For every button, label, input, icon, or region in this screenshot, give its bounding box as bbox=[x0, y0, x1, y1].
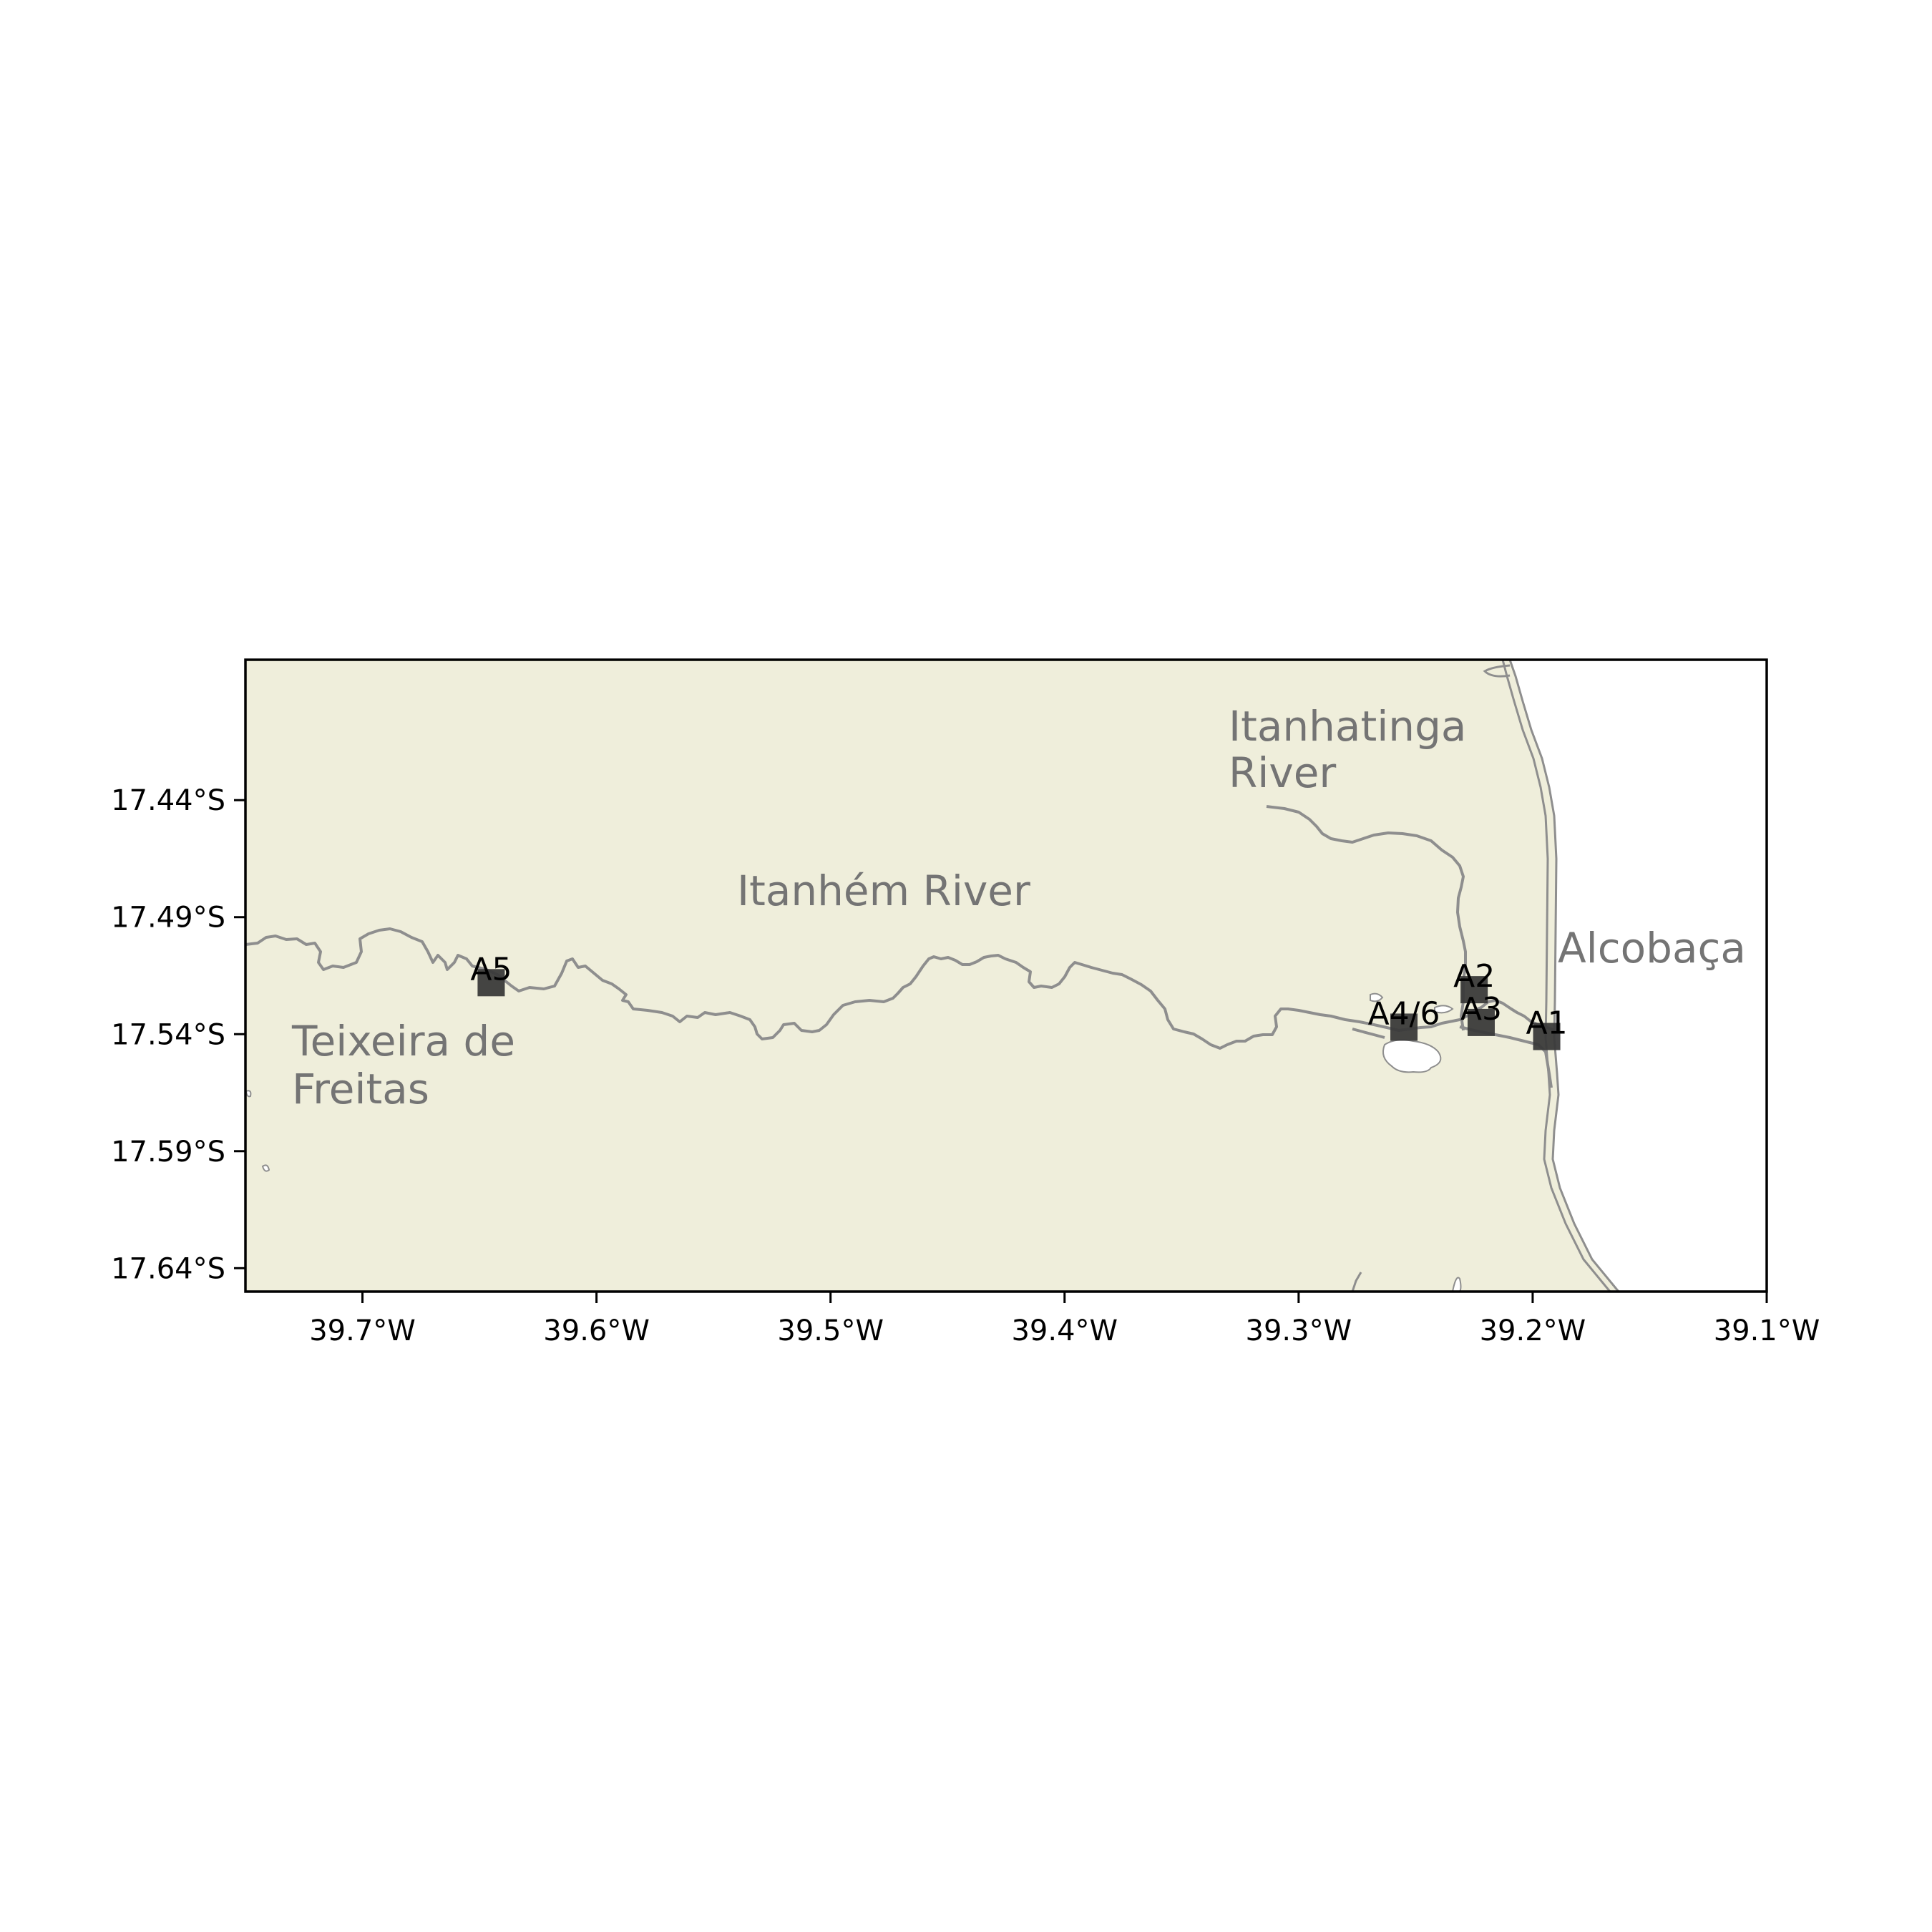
site-label: A1 bbox=[1526, 1005, 1568, 1042]
island-4 bbox=[261, 1164, 270, 1172]
y-tick-label: 17.49°S bbox=[111, 902, 225, 935]
x-tick-label: 39.7°W bbox=[309, 1314, 416, 1347]
coastline-inner bbox=[1501, 659, 1611, 1292]
coast-hook bbox=[1483, 664, 1511, 678]
island bbox=[1370, 992, 1384, 1002]
site-marker bbox=[1467, 1008, 1495, 1036]
sample-sites: A5 A2 A4/6 A3 A1 bbox=[470, 951, 1568, 1050]
x-tick-label: 39.5°W bbox=[777, 1314, 884, 1347]
site-marker bbox=[1390, 1013, 1418, 1041]
y-tick-label: 17.59°S bbox=[111, 1136, 225, 1169]
island-5 bbox=[245, 1090, 252, 1098]
itanhem-river bbox=[245, 927, 1555, 1050]
label-teixeira-de-freitas: Teixeira de bbox=[291, 1017, 515, 1065]
label-itanhatinga-river: Itanhatinga bbox=[1229, 702, 1466, 751]
label-itanhatinga-river-line2: River bbox=[1229, 748, 1336, 797]
x-tick-label: 39.2°W bbox=[1480, 1314, 1586, 1347]
site-marker bbox=[1533, 1023, 1561, 1050]
label-teixeira-de-freitas-line2: Freitas bbox=[292, 1065, 429, 1113]
x-tick-label: 39.6°W bbox=[543, 1314, 650, 1347]
site-marker bbox=[477, 969, 505, 997]
x-tick-label: 39.4°W bbox=[1011, 1314, 1118, 1347]
coastline bbox=[1508, 659, 1620, 1292]
y-tick-label: 17.64°S bbox=[111, 1252, 225, 1285]
site-label: A3 bbox=[1460, 991, 1502, 1028]
coast-hook-south bbox=[1351, 1272, 1362, 1292]
x-tick-label: 39.3°W bbox=[1246, 1314, 1352, 1347]
plot-frame bbox=[244, 658, 1768, 1293]
site-label: A4/6 bbox=[1368, 995, 1440, 1032]
itanhatinga-river bbox=[1266, 805, 1467, 1031]
x-tick-label: 39.1°W bbox=[1714, 1314, 1820, 1347]
y-tick-label: 17.54°S bbox=[111, 1018, 225, 1051]
label-alcobaca: Alcobaça bbox=[1558, 924, 1746, 972]
lagoon bbox=[1382, 1039, 1442, 1073]
land-area bbox=[245, 660, 1619, 1292]
label-itanhem-river: Itanhém River bbox=[737, 867, 1030, 915]
island-3 bbox=[1451, 1277, 1462, 1292]
island-2 bbox=[1434, 1005, 1454, 1014]
site-marker bbox=[1460, 976, 1488, 1004]
x-axis-ticks: 39.7°W 39.6°W 39.5°W 39.4°W 39.3°W 39.2°W 39.1… bbox=[309, 1292, 1820, 1347]
y-tick-label: 17.44°S bbox=[111, 784, 225, 817]
y-axis-ticks: 17.44°S 17.49°S 17.54°S 17.59°S 17.64°S bbox=[111, 784, 245, 1285]
site-label: A5 bbox=[470, 951, 512, 987]
site-label: A2 bbox=[1453, 958, 1495, 995]
